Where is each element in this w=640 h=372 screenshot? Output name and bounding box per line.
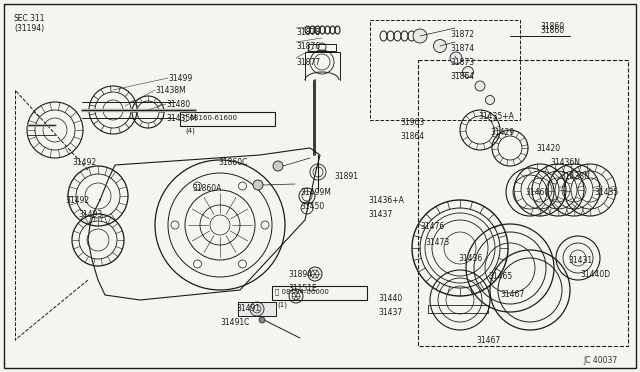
Text: 31499: 31499	[168, 74, 192, 83]
Text: 31492: 31492	[65, 196, 89, 205]
Bar	[272, 286, 367, 300]
Circle shape	[450, 52, 462, 64]
Text: 31864: 31864	[400, 132, 424, 141]
Text: 31438M: 31438M	[155, 86, 186, 95]
Circle shape	[463, 67, 474, 77]
Circle shape	[475, 81, 485, 91]
Circle shape	[433, 39, 447, 52]
Text: 31492: 31492	[72, 158, 96, 167]
Text: 31493: 31493	[78, 210, 102, 219]
Circle shape	[413, 29, 427, 43]
Bar	[180, 112, 275, 126]
Text: 31431: 31431	[568, 256, 592, 265]
Text: 31476: 31476	[420, 222, 444, 231]
Text: 31467: 31467	[500, 290, 524, 299]
Circle shape	[253, 180, 263, 190]
Circle shape	[486, 96, 495, 105]
Text: 31440: 31440	[378, 294, 403, 303]
Text: SEC.311: SEC.311	[14, 14, 45, 23]
Text: 31491: 31491	[236, 304, 260, 313]
Text: (4): (4)	[185, 128, 195, 135]
Text: (31194): (31194)	[14, 24, 44, 33]
Text: 31491C: 31491C	[220, 318, 250, 327]
Circle shape	[273, 161, 283, 171]
Text: 31894: 31894	[288, 270, 312, 279]
Text: 31435M: 31435M	[166, 114, 197, 123]
Text: 31467: 31467	[476, 336, 500, 345]
Text: 31460: 31460	[525, 188, 549, 197]
Text: 31878: 31878	[296, 28, 320, 37]
Text: 31877: 31877	[296, 58, 320, 67]
Circle shape	[259, 317, 265, 323]
Text: 31420: 31420	[536, 144, 560, 153]
Text: 31876: 31876	[296, 42, 320, 51]
Text: 31440D: 31440D	[580, 270, 610, 279]
Text: 31860C: 31860C	[218, 158, 248, 167]
Bar	[370, 20, 520, 120]
Text: 31873: 31873	[450, 58, 474, 67]
Text: 31963: 31963	[400, 118, 424, 127]
Bar	[428, 305, 488, 313]
Text: Ⓑ 08194-06000: Ⓑ 08194-06000	[275, 288, 329, 295]
Text: JC 40037: JC 40037	[584, 356, 618, 365]
Text: 31473: 31473	[425, 238, 449, 247]
Text: 31438N: 31438N	[560, 172, 590, 181]
Text: 31436+A: 31436+A	[368, 196, 404, 205]
Bar	[418, 60, 628, 346]
Text: 31429: 31429	[490, 128, 514, 137]
Text: Ⓑ 08160-61600: Ⓑ 08160-61600	[183, 114, 237, 121]
Text: (1): (1)	[277, 302, 287, 308]
Text: 31480: 31480	[166, 100, 190, 109]
Bar	[308, 44, 336, 51]
Text: 31437: 31437	[378, 308, 403, 317]
Text: 31436N: 31436N	[550, 158, 580, 167]
Text: 31874: 31874	[450, 44, 474, 53]
Text: 31860: 31860	[540, 22, 564, 31]
Text: 31860: 31860	[540, 26, 564, 35]
Text: 31450: 31450	[300, 202, 324, 211]
Text: 31465: 31465	[488, 272, 512, 281]
Text: 31151E: 31151E	[288, 284, 317, 293]
Text: 31435+A: 31435+A	[478, 112, 514, 121]
Text: 31499M: 31499M	[300, 188, 331, 197]
Text: 31437: 31437	[368, 210, 392, 219]
Text: 31860A: 31860A	[192, 184, 221, 193]
Text: 31864: 31864	[450, 72, 474, 81]
Text: 31435: 31435	[594, 188, 618, 197]
Text: 31436: 31436	[458, 254, 483, 263]
Text: 31891: 31891	[334, 172, 358, 181]
Text: 31872: 31872	[450, 30, 474, 39]
Bar	[238, 302, 276, 316]
